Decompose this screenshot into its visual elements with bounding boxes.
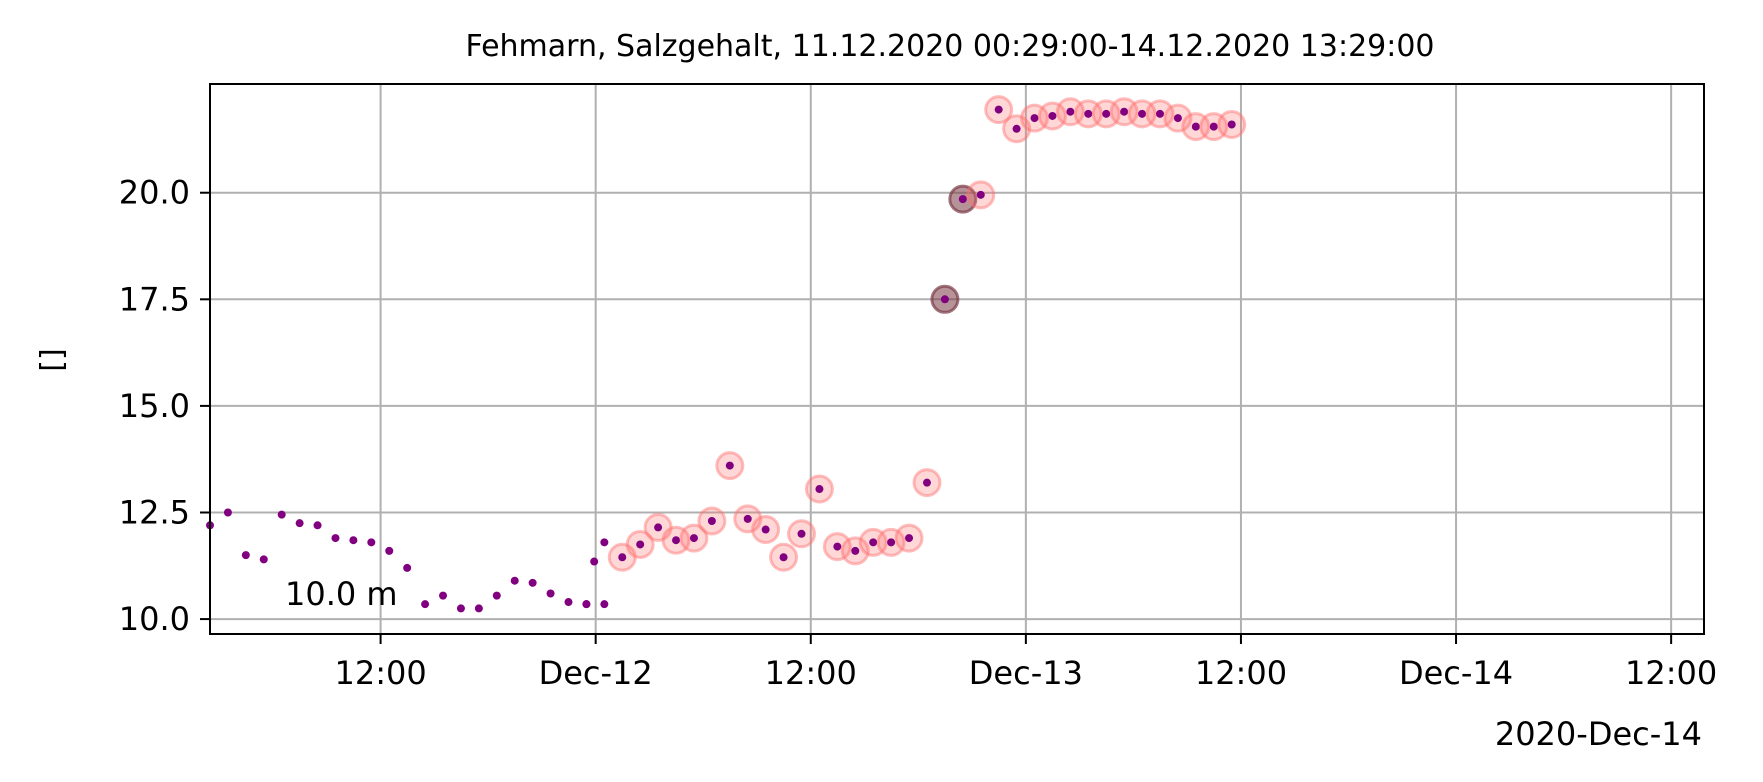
data-point xyxy=(528,578,537,587)
data-point xyxy=(905,534,914,543)
data-point xyxy=(994,105,1003,114)
data-point xyxy=(1209,122,1218,131)
y-tick-label: 17.5 xyxy=(119,280,190,318)
x-tick-label: Dec-13 xyxy=(969,654,1083,692)
data-point xyxy=(797,529,806,538)
data-point xyxy=(1066,107,1075,116)
data-point xyxy=(223,508,232,517)
data-point xyxy=(725,461,734,470)
y-axis-label: [] xyxy=(35,348,70,371)
data-point xyxy=(689,534,698,543)
y-tick-label: 20.0 xyxy=(119,174,190,212)
data-point xyxy=(707,517,716,526)
data-point xyxy=(510,576,519,585)
data-point xyxy=(1138,109,1147,118)
y-tick-label: 12.5 xyxy=(119,493,190,531)
data-point xyxy=(743,514,752,523)
data-points xyxy=(206,95,1247,613)
data-point xyxy=(779,553,788,562)
data-point xyxy=(1173,114,1182,123)
data-point xyxy=(1227,120,1236,129)
data-point xyxy=(241,551,250,560)
data-point xyxy=(259,555,268,564)
data-point xyxy=(367,538,376,547)
data-point xyxy=(618,553,627,562)
x-tick-label: Dec-14 xyxy=(1399,654,1513,692)
data-point xyxy=(349,536,358,545)
data-point xyxy=(277,510,286,519)
data-point xyxy=(958,195,967,204)
data-point xyxy=(439,591,448,600)
data-point xyxy=(672,536,681,545)
data-point xyxy=(564,598,573,607)
x-axis: 12:00 Dec-12 12:00 Dec-13 12:00 Dec-14 12:00 xyxy=(334,634,1717,692)
y-tick-label: 10.0 xyxy=(119,600,190,638)
x-tick-label: 12:00 xyxy=(1625,654,1717,692)
data-point xyxy=(295,519,304,528)
data-point xyxy=(1030,114,1039,123)
data-point xyxy=(1191,122,1200,131)
data-point xyxy=(403,563,412,572)
data-point xyxy=(600,600,609,609)
chart-title: Fehmarn, Salzgehalt, 11.12.2020 00:29:00… xyxy=(465,29,1434,64)
depth-annotation: 10.0 m xyxy=(285,575,398,613)
data-point xyxy=(887,538,896,547)
data-point xyxy=(976,190,985,199)
data-point xyxy=(590,557,599,566)
x-offset-label: 2020-Dec-14 xyxy=(1495,715,1702,753)
y-axis: 10.0 12.5 15.0 17.5 20.0 xyxy=(119,174,210,638)
data-point xyxy=(546,589,555,598)
data-point xyxy=(582,600,591,609)
data-point xyxy=(654,523,663,532)
data-point xyxy=(833,542,842,551)
x-tick-label: 12:00 xyxy=(1195,654,1287,692)
data-point xyxy=(815,485,824,494)
data-point xyxy=(385,546,394,555)
data-point xyxy=(1120,107,1129,116)
data-point xyxy=(1155,109,1164,118)
data-point xyxy=(922,478,931,487)
data-point xyxy=(331,534,340,543)
data-point xyxy=(1012,124,1021,133)
data-point xyxy=(1084,109,1093,118)
data-point xyxy=(600,538,609,547)
data-point xyxy=(869,538,878,547)
x-tick-label: Dec-12 xyxy=(539,654,653,692)
data-point xyxy=(492,591,501,600)
data-point xyxy=(851,546,860,555)
data-point xyxy=(636,540,645,549)
data-point xyxy=(761,525,770,534)
x-tick-label: 12:00 xyxy=(334,654,426,692)
data-point xyxy=(474,604,483,613)
data-point xyxy=(1102,109,1111,118)
data-point xyxy=(456,604,465,613)
y-tick-label: 15.0 xyxy=(119,387,190,425)
data-point xyxy=(313,521,322,530)
data-point xyxy=(1048,111,1057,120)
data-point xyxy=(421,600,430,609)
plot-area-frame xyxy=(209,83,1705,635)
data-point xyxy=(940,295,949,304)
x-tick-label: 12:00 xyxy=(765,654,857,692)
